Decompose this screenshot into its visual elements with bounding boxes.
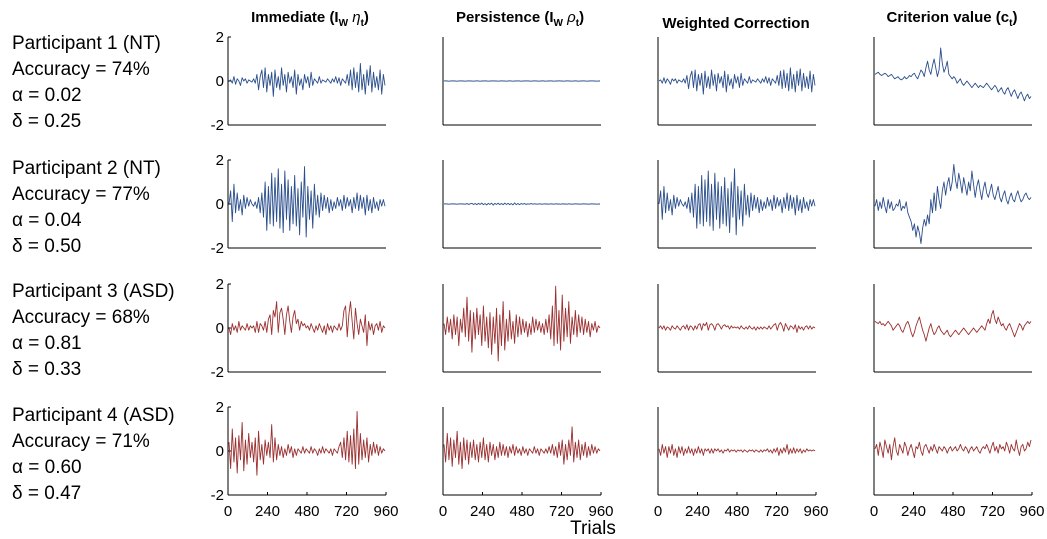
y-tick-label: -2 xyxy=(211,240,224,257)
series-line xyxy=(443,285,601,362)
x-tick-label: 0 xyxy=(654,503,662,520)
participant-info-1: Participant 1 (NT) Accuracy = 74% α = 0.… xyxy=(12,33,161,132)
series-line xyxy=(874,309,1032,342)
y-tick-label: 0 xyxy=(216,73,224,90)
participant-accuracy: Accuracy = 74% xyxy=(12,59,150,80)
x-tick-label: 240 xyxy=(255,503,280,520)
x-tick-label: 960 xyxy=(803,503,828,520)
participant-info-3: Participant 3 (ASD) Accuracy = 68% α = 0… xyxy=(12,281,175,380)
participant-info-2: Participant 2 (NT) Accuracy = 77% α = 0.… xyxy=(12,158,161,257)
panel-r4-c1: 20-20 240 480 720 960 xyxy=(211,399,399,520)
column-title-immediate: Immediate (IW ηt) xyxy=(251,9,369,29)
participant-alpha: α = 0.60 xyxy=(12,457,82,478)
y-tick-label: 2 xyxy=(216,29,224,46)
panel-r4-c2: 0 240 480 720 960 xyxy=(439,407,614,520)
series-line xyxy=(658,168,816,236)
y-tick-label: 2 xyxy=(216,152,224,169)
participant-alpha: α = 0.02 xyxy=(12,85,82,106)
panel-r4-c4: 0 240 480 720 960 xyxy=(870,407,1045,520)
participant-name: Participant 4 (ASD) xyxy=(12,405,175,426)
participant-info-4: Participant 4 (ASD) Accuracy = 71% α = 0… xyxy=(12,405,175,504)
x-tick-label: 960 xyxy=(373,503,398,520)
series-line xyxy=(874,437,1032,461)
series-line xyxy=(228,410,386,476)
x-tick-label: 720 xyxy=(334,503,359,520)
participant-name: Participant 3 (ASD) xyxy=(12,281,175,302)
y-tick-label: -2 xyxy=(211,117,224,134)
panel-r2-c2 xyxy=(442,160,601,249)
column-title-persistence: Persistence (IW ρt) xyxy=(456,9,584,29)
participant-alpha: α = 0.04 xyxy=(12,210,82,231)
panel-r2-c1: 2 0 -2 xyxy=(211,152,386,257)
series-line xyxy=(658,67,816,95)
x-tick-label: 240 xyxy=(470,503,495,520)
column-title-criterion-value: Criterion value (ct) xyxy=(887,9,1018,29)
panel-r3-c3 xyxy=(657,284,816,373)
x-tick-label: 960 xyxy=(588,503,613,520)
panel-r1-c2 xyxy=(442,37,601,126)
y-tick-label: 0 xyxy=(216,443,224,460)
panel-r3-c4 xyxy=(873,284,1032,373)
series-line xyxy=(443,202,600,206)
x-tick-label: 960 xyxy=(1019,503,1044,520)
y-tick-label: 0 xyxy=(216,196,224,213)
participant-name: Participant 2 (NT) xyxy=(12,158,161,179)
participant-delta: δ = 0.47 xyxy=(12,483,81,504)
x-tick-label: 480 xyxy=(724,503,749,520)
series-line xyxy=(658,322,816,333)
x-tick-label: 720 xyxy=(980,503,1005,520)
x-tick-label: 480 xyxy=(294,503,319,520)
series-line xyxy=(874,163,1032,245)
x-tick-label: 480 xyxy=(940,503,965,520)
panel-r1-c1: 2 0 -2 xyxy=(211,29,386,134)
participant-accuracy: Accuracy = 71% xyxy=(12,431,150,452)
series-line xyxy=(228,301,386,347)
participant-name: Participant 1 (NT) xyxy=(12,33,161,54)
x-tick-label: 480 xyxy=(509,503,534,520)
x-tick-label: 720 xyxy=(549,503,574,520)
y-tick-label: 2 xyxy=(216,399,224,416)
x-tick-label: 240 xyxy=(685,503,710,520)
participant-accuracy: Accuracy = 77% xyxy=(12,184,150,205)
x-tick-label: 0 xyxy=(224,503,232,520)
panel-r2-c3 xyxy=(657,160,816,249)
series-line xyxy=(658,443,816,459)
y-tick-label: 0 xyxy=(216,320,224,337)
column-title-weighted-correction: Weighted Correction xyxy=(662,15,809,32)
x-tick-label: 0 xyxy=(439,503,447,520)
series-line xyxy=(228,62,386,97)
participant-delta: δ = 0.33 xyxy=(12,359,81,380)
x-tick-label: 720 xyxy=(764,503,789,520)
panel-r4-c3: 0 240 480 720 960 xyxy=(654,407,829,520)
panel-r2-c4 xyxy=(873,160,1032,249)
series-line xyxy=(228,166,386,238)
panel-r3-c1: 2 0 -2 xyxy=(211,276,386,381)
participant-delta: δ = 0.50 xyxy=(12,236,81,257)
panel-r1-c4 xyxy=(873,37,1032,126)
panel-grid: 20-220-220-220-20 240 480 720 960 0 240 480 720 9… xyxy=(211,29,1045,520)
participant-accuracy: Accuracy = 68% xyxy=(12,307,150,328)
series-line xyxy=(874,47,1032,102)
y-tick-label: 2 xyxy=(216,276,224,293)
panel-r1-c3 xyxy=(657,37,816,126)
y-tick-label: -2 xyxy=(211,364,224,381)
panel-r3-c2 xyxy=(442,284,601,373)
x-tick-label: 0 xyxy=(870,503,878,520)
series-line xyxy=(443,426,601,470)
participant-alpha: α = 0.81 xyxy=(12,333,82,354)
x-tick-label: 240 xyxy=(901,503,926,520)
y-tick-label: -2 xyxy=(211,487,224,504)
participant-delta: δ = 0.25 xyxy=(12,111,81,132)
x-axis-label: Trials xyxy=(570,518,616,539)
